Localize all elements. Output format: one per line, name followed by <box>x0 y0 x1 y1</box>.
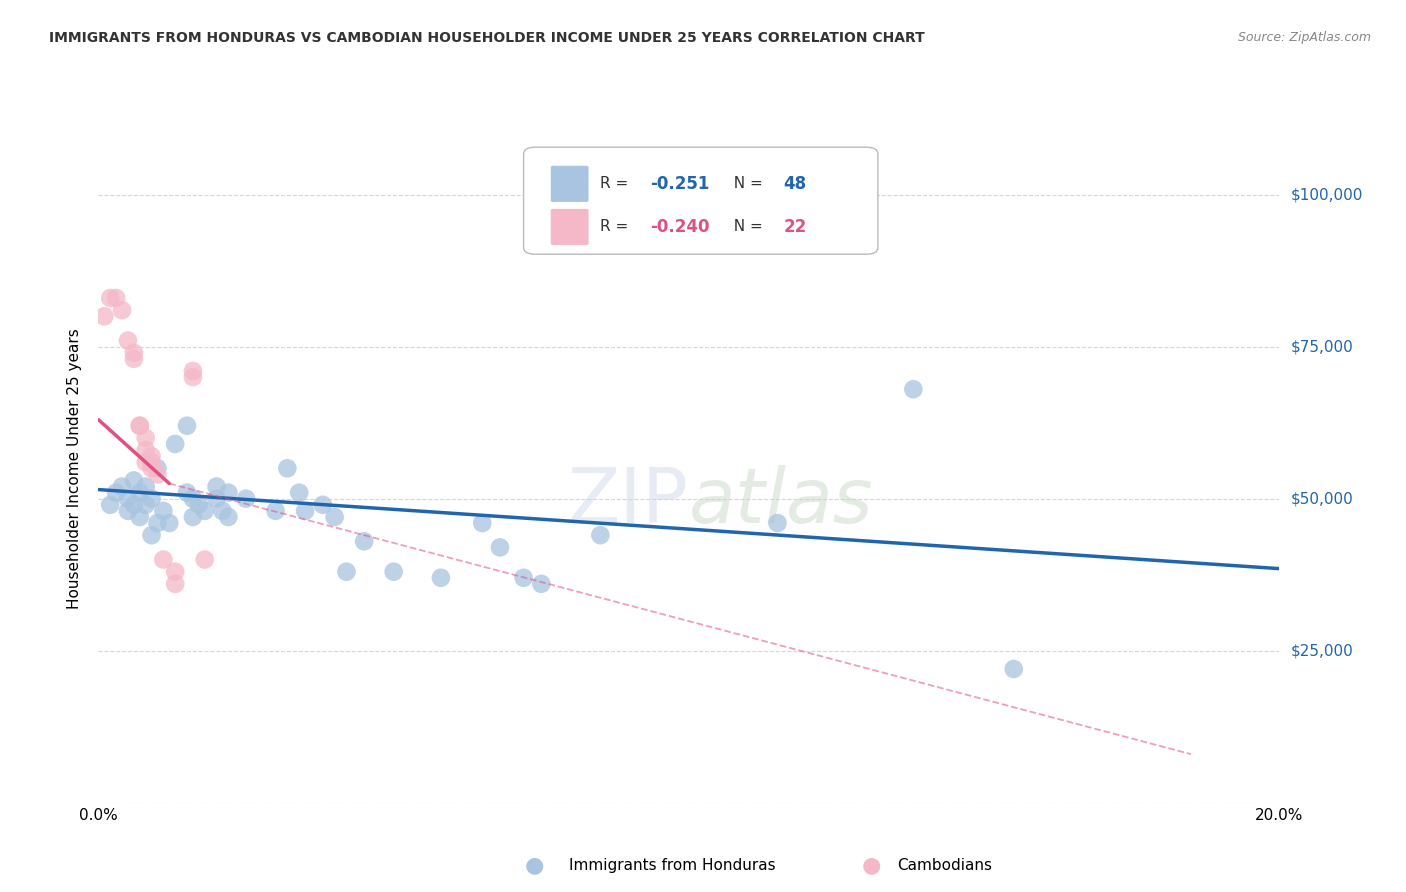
FancyBboxPatch shape <box>551 166 589 202</box>
Point <box>217 485 239 500</box>
Point <box>98 291 121 305</box>
Text: Cambodians: Cambodians <box>897 858 993 872</box>
Point <box>141 449 163 463</box>
Point <box>165 577 187 591</box>
Text: atlas: atlas <box>689 465 873 539</box>
Point <box>122 351 145 366</box>
Point <box>98 498 121 512</box>
Point <box>176 485 198 500</box>
Point <box>217 510 239 524</box>
Point <box>489 541 512 555</box>
Point <box>111 303 134 318</box>
Text: $100,000: $100,000 <box>1291 187 1362 202</box>
Text: $75,000: $75,000 <box>1291 339 1354 354</box>
Point <box>353 534 375 549</box>
Point <box>165 565 187 579</box>
Text: 48: 48 <box>783 175 807 193</box>
Point <box>135 498 157 512</box>
Point <box>135 479 157 493</box>
Text: $50,000: $50,000 <box>1291 491 1354 506</box>
Point <box>122 345 145 359</box>
Point <box>128 418 150 433</box>
Point <box>146 467 169 482</box>
Text: ●: ● <box>862 855 882 875</box>
Point <box>181 510 204 524</box>
Point <box>93 310 115 324</box>
Point <box>382 565 405 579</box>
Point <box>181 364 204 378</box>
Point <box>105 485 128 500</box>
Text: IMMIGRANTS FROM HONDURAS VS CAMBODIAN HOUSEHOLDER INCOME UNDER 25 YEARS CORRELAT: IMMIGRANTS FROM HONDURAS VS CAMBODIAN HO… <box>49 31 925 45</box>
Point <box>141 528 163 542</box>
FancyBboxPatch shape <box>551 209 589 245</box>
Point <box>235 491 257 506</box>
Point <box>128 485 150 500</box>
Text: ZIP: ZIP <box>568 465 689 539</box>
Point <box>181 370 204 384</box>
Point <box>141 491 163 506</box>
Point <box>152 504 174 518</box>
Point <box>111 479 134 493</box>
Point <box>135 431 157 445</box>
Point <box>1002 662 1025 676</box>
Point <box>589 528 612 542</box>
Point <box>294 504 316 518</box>
Text: 22: 22 <box>783 218 807 235</box>
Point <box>176 418 198 433</box>
Text: N =: N = <box>724 177 768 192</box>
Point <box>135 443 157 458</box>
Point <box>323 510 346 524</box>
Text: -0.240: -0.240 <box>650 218 710 235</box>
Point <box>105 291 128 305</box>
Point <box>471 516 494 530</box>
Point <box>530 577 553 591</box>
Point <box>211 504 233 518</box>
Point <box>194 552 217 566</box>
Point <box>122 498 145 512</box>
Point <box>205 491 228 506</box>
Point <box>146 461 169 475</box>
Point <box>146 516 169 530</box>
Text: -0.251: -0.251 <box>650 175 710 193</box>
Point <box>122 474 145 488</box>
Point <box>335 565 357 579</box>
Point <box>128 418 150 433</box>
Point <box>903 382 925 396</box>
Point <box>187 498 209 512</box>
Point <box>117 504 139 518</box>
FancyBboxPatch shape <box>523 147 877 254</box>
Point <box>117 491 139 506</box>
Point <box>288 485 311 500</box>
Point <box>512 571 534 585</box>
Point <box>205 479 228 493</box>
Point <box>152 552 174 566</box>
Point <box>141 461 163 475</box>
Point <box>128 510 150 524</box>
Point <box>766 516 789 530</box>
Point <box>312 498 335 512</box>
Point <box>157 516 180 530</box>
Text: Source: ZipAtlas.com: Source: ZipAtlas.com <box>1237 31 1371 45</box>
Point <box>181 491 204 506</box>
Text: ●: ● <box>524 855 544 875</box>
Point <box>194 504 217 518</box>
Text: Immigrants from Honduras: Immigrants from Honduras <box>569 858 776 872</box>
Point <box>430 571 453 585</box>
Point <box>276 461 298 475</box>
Point <box>141 455 163 469</box>
Text: N =: N = <box>724 219 768 235</box>
Text: R =: R = <box>600 219 634 235</box>
Point <box>117 334 139 348</box>
Point <box>135 455 157 469</box>
Point <box>264 504 287 518</box>
Text: $25,000: $25,000 <box>1291 643 1354 658</box>
Text: R =: R = <box>600 177 634 192</box>
Point <box>165 437 187 451</box>
Y-axis label: Householder Income Under 25 years: Householder Income Under 25 years <box>67 328 83 608</box>
